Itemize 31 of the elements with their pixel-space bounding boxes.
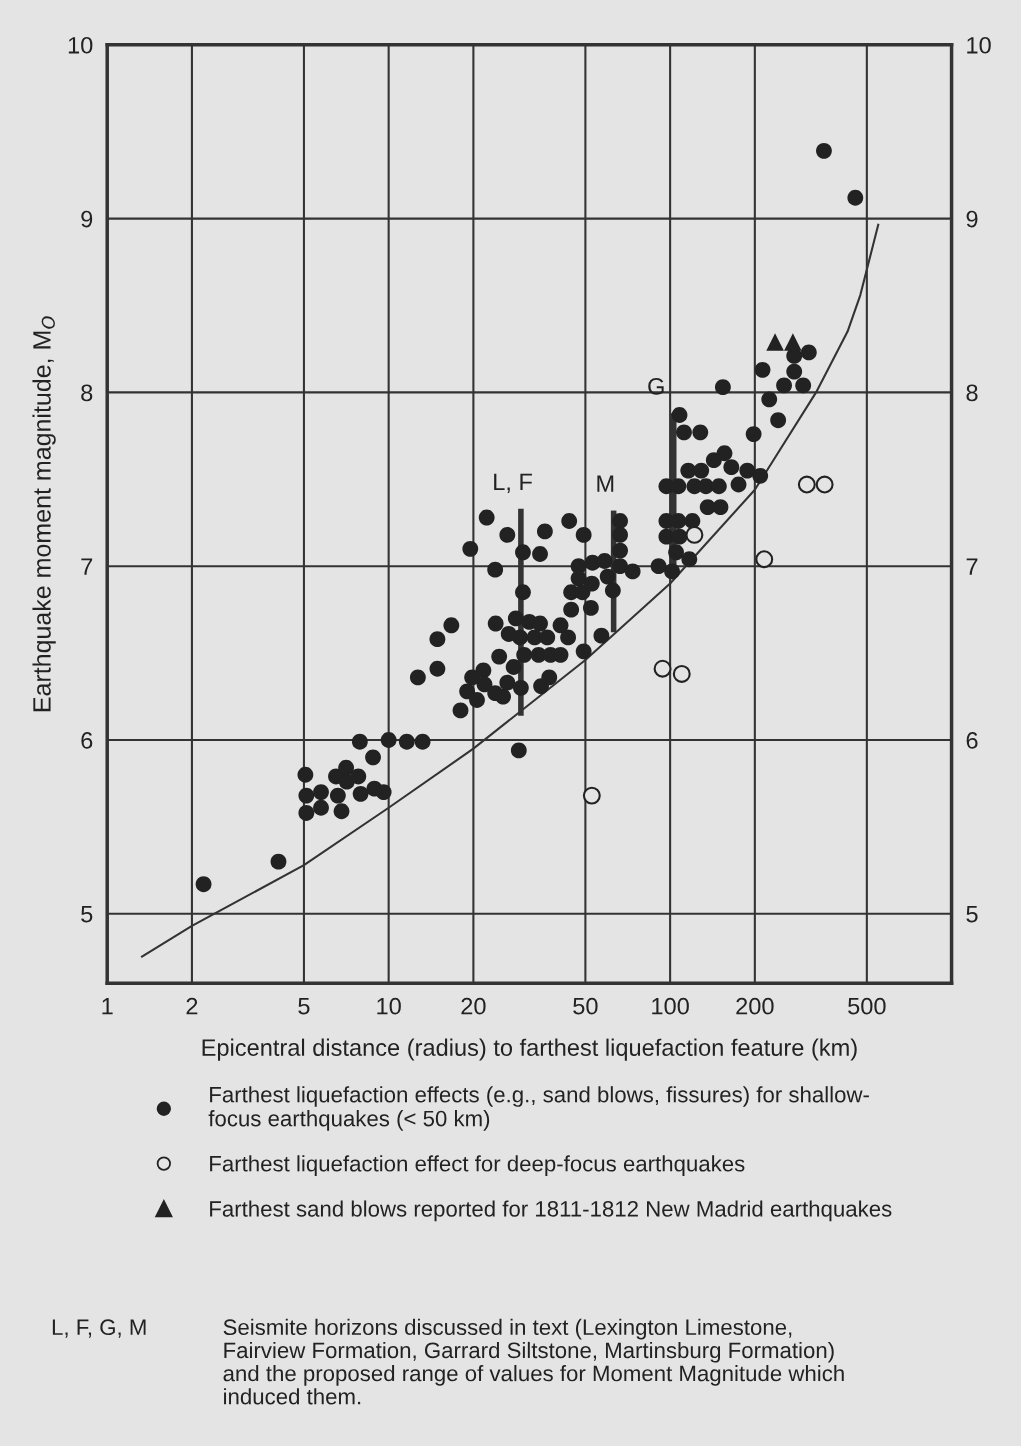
y2-tick-label: 10	[967, 36, 991, 54]
y-tick-label: 10	[68, 36, 93, 54]
y-tick-label: 7	[81, 558, 93, 575]
annotation: M	[597, 475, 614, 492]
x-tick-label: 1	[102, 998, 113, 1015]
y2-tick-label: 9	[966, 210, 978, 228]
legend-label: Farthest liquefaction effect for deep-focus earthquakes	[210, 1155, 745, 1176]
x-tick-label: 20	[461, 997, 486, 1015]
y-tick-label: 9	[81, 210, 93, 228]
y-axis-title: Earthquake moment magnitude, M$_{O}$	[32, 316, 56, 712]
x-axis-title: Epicentral distance (radius) to farthest liquefaction feature (km)	[202, 1038, 857, 1061]
legend-label: Farthest sand blows reported for 1811-1812 New Madrid earthquakes	[210, 1200, 892, 1222]
text: L, F, G, M	[52, 1319, 146, 1338]
y-tick-label: 5	[81, 906, 93, 923]
text: Seismite horizons discussed in text (Lexington Limestone, Fairview Formation, Garrard Siltstone, Martinsburg Formation) and the proposed range of values for Moment Magnitude which induced them.	[223, 1318, 844, 1405]
x-tick-label: 200	[736, 997, 774, 1015]
y2-tick-label: 7	[966, 558, 978, 575]
x-tick-label: 500	[848, 997, 886, 1015]
x-tick-label: 50	[573, 997, 598, 1015]
legend-label: Farthest liquefaction effects (e.g., sand blows, fissures) for shallow- focus earthquakes (< 50 km)	[208, 1086, 869, 1131]
x-tick-label: 5	[298, 998, 310, 1015]
x-tick-label: 2	[186, 997, 198, 1015]
annotation: G	[648, 377, 664, 395]
y2-tick-label: 6	[966, 732, 978, 749]
y2-tick-label: 8	[966, 384, 978, 402]
y-tick-label: 8	[81, 384, 93, 402]
x-tick-label: 100	[652, 997, 689, 1015]
y-tick-label: 6	[81, 732, 93, 749]
annotation: L, F	[494, 473, 532, 494]
x-tick-label: 10	[377, 997, 401, 1015]
y2-tick-label: 5	[966, 906, 978, 923]
